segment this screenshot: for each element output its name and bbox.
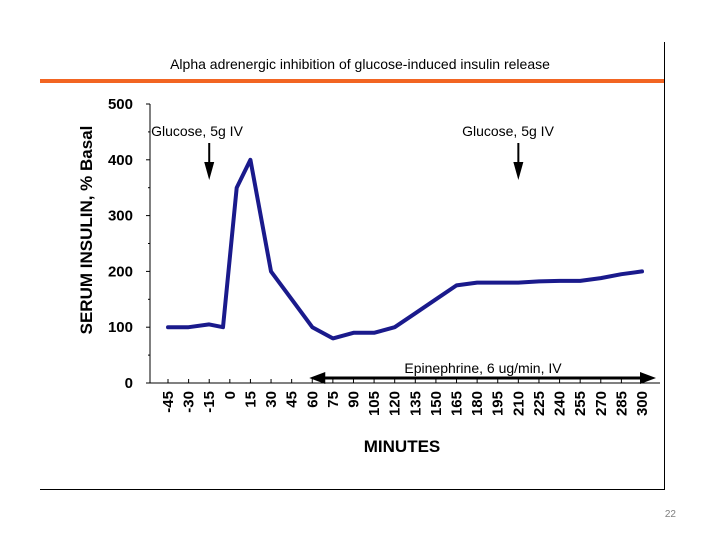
x-tick-label: 30 [263, 391, 280, 408]
x-tick-label: 180 [469, 391, 486, 416]
x-tick-label: 90 [345, 391, 362, 408]
x-tick-label: 255 [572, 391, 589, 416]
x-tick-label: 120 [387, 391, 404, 416]
series-layer [166, 157, 644, 341]
x-tick-label: 135 [407, 391, 424, 416]
slide-title: Alpha adrenergic inhibition of glucose-i… [170, 56, 550, 72]
x-axis: -45 -30 -15 0 15 30 45 60 75 90 105 120 135 150 165 180… [150, 379, 660, 416]
x-axis-title: MINUTES [364, 437, 441, 456]
x-tick-label: 210 [510, 391, 527, 416]
y-tick-label: 100 [108, 319, 133, 336]
x-tick-label: -15 [201, 391, 218, 413]
y-tick-label: 200 [108, 263, 133, 280]
x-tick-label: 105 [366, 391, 383, 416]
x-tick-label: 225 [531, 391, 548, 416]
x-tick-label: -30 [181, 391, 198, 413]
x-tick-label: 285 [613, 391, 630, 416]
epinephrine-annotation: Epinephrine, 6 ug/min, IV [404, 360, 562, 376]
insulin-series-line [166, 157, 644, 341]
x-tick-label: 150 [428, 391, 445, 416]
y-axis-title: SERUM INSULIN, % Basal [77, 126, 96, 335]
glucose-annotation-1: Glucose, 5g IV [151, 123, 243, 139]
x-tick-label: 195 [490, 391, 507, 416]
x-tick-label: 270 [593, 391, 610, 416]
x-tick-label: 60 [304, 391, 321, 408]
bottom-border-rule [40, 489, 665, 490]
glucose-arrow-1-head [204, 162, 215, 180]
epinephrine-arrow-head-right [640, 372, 656, 384]
y-tick-label: 400 [108, 152, 133, 169]
x-tick-label: 300 [634, 391, 651, 416]
epinephrine-arrow-head-left [309, 372, 326, 384]
x-tick-label: 0 [222, 391, 239, 399]
y-axis: 0 100 200 300 400 500 [108, 96, 151, 392]
x-tick-label: 45 [284, 391, 301, 408]
y-tick-label: 0 [125, 375, 133, 392]
page-number: 22 [664, 509, 676, 520]
x-tick-label: 240 [552, 391, 569, 416]
x-tick-label: 15 [242, 391, 259, 408]
glucose-arrow-2-head [513, 162, 524, 180]
glucose-annotation-2: Glucose, 5g IV [462, 123, 554, 139]
right-border-rule [664, 42, 665, 490]
x-tick-label: 165 [449, 391, 466, 416]
title-underline-rule [40, 79, 665, 83]
x-tick-label: -45 [160, 391, 177, 413]
x-tick-label: 75 [325, 391, 342, 408]
y-tick-label: 500 [108, 96, 133, 113]
y-tick-label: 300 [108, 208, 133, 225]
annotation-layer: Glucose, 5g IV Glucose, 5g IV Epinephrin… [151, 123, 656, 384]
